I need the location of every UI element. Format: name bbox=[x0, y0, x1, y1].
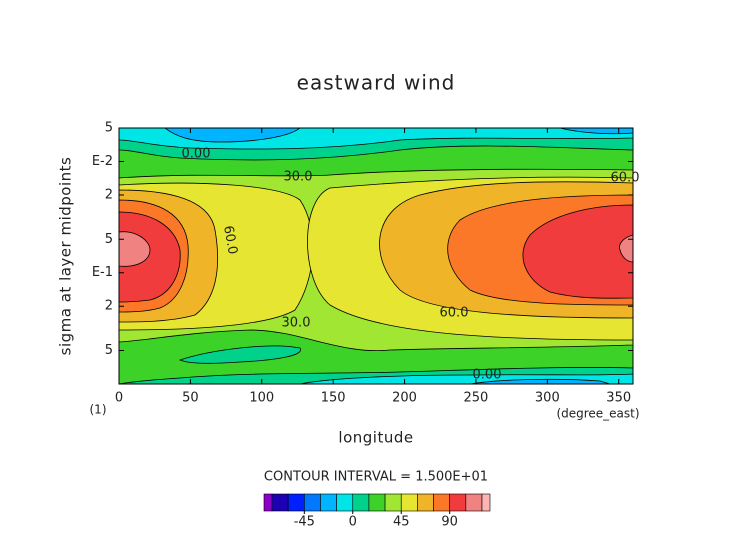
x-tick-label: 50 bbox=[182, 391, 199, 406]
contour-label: 30.0 bbox=[282, 316, 311, 331]
y-tick-label: 5 bbox=[105, 232, 113, 247]
colorbar-box bbox=[271, 493, 289, 512]
colorbar-box bbox=[336, 493, 354, 512]
colorbar-box bbox=[481, 493, 491, 512]
colorbar-box bbox=[287, 493, 305, 512]
y-axis-label: sigma at layer midpoints bbox=[57, 157, 75, 356]
y-tick-label: 2 bbox=[105, 299, 113, 314]
colorbar-box bbox=[384, 493, 402, 512]
contour-interval: CONTOUR INTERVAL = 1.500E+01 bbox=[264, 470, 488, 485]
plot-frame bbox=[118, 127, 634, 385]
colorbar-tick-label: 0 bbox=[349, 515, 357, 530]
x-axis-label: longitude bbox=[338, 429, 413, 447]
x-tick-label: 250 bbox=[464, 391, 489, 406]
chart-title: eastward wind bbox=[297, 71, 456, 95]
colorbar-box bbox=[352, 493, 370, 512]
plot-area bbox=[119, 128, 633, 384]
x-unit-label: (degree_east) bbox=[556, 407, 639, 421]
x-tick-label: 350 bbox=[606, 391, 631, 406]
y-tick-label: E-2 bbox=[92, 154, 113, 169]
colorbar-box bbox=[449, 493, 467, 512]
colorbar-tick-label: -45 bbox=[294, 515, 315, 530]
colorbar-box bbox=[320, 493, 337, 512]
colorbar-tick-label: 45 bbox=[393, 515, 410, 530]
contour-label: 60.0 bbox=[611, 171, 640, 186]
x-tick-label: 150 bbox=[321, 391, 346, 406]
origin-label: (1) bbox=[90, 403, 107, 417]
contour-band bbox=[178, 345, 301, 364]
contour-band bbox=[164, 128, 301, 143]
contour-band bbox=[619, 234, 633, 263]
y-tick-label: E-1 bbox=[92, 265, 113, 280]
x-tick-label: 100 bbox=[249, 391, 274, 406]
colorbar-box bbox=[465, 493, 483, 512]
y-tick-label: 5 bbox=[105, 343, 113, 358]
x-tick-label: 0 bbox=[115, 391, 123, 406]
x-tick-label: 300 bbox=[535, 391, 560, 406]
colorbar-box bbox=[433, 493, 450, 512]
x-tick-label: 200 bbox=[392, 391, 417, 406]
colorbar-tick-label: 90 bbox=[441, 515, 458, 530]
contour-label: 60.0 bbox=[440, 306, 469, 321]
colorbar-box bbox=[368, 493, 386, 512]
contour-band bbox=[469, 378, 611, 384]
y-tick-label: 5 bbox=[105, 121, 113, 136]
colorbar-box bbox=[417, 493, 434, 512]
contour-label: 0.00 bbox=[182, 147, 211, 162]
colorbar-box bbox=[263, 493, 273, 512]
colorbar-box bbox=[400, 493, 418, 512]
contour-label: 30.0 bbox=[284, 170, 313, 185]
contour-label: 0.00 bbox=[473, 368, 502, 383]
contour-band bbox=[522, 204, 633, 299]
colorbar-box bbox=[304, 493, 321, 512]
contour-label: 60.0 bbox=[220, 224, 240, 255]
contour-band bbox=[119, 231, 151, 267]
y-tick-label: 2 bbox=[105, 187, 113, 202]
